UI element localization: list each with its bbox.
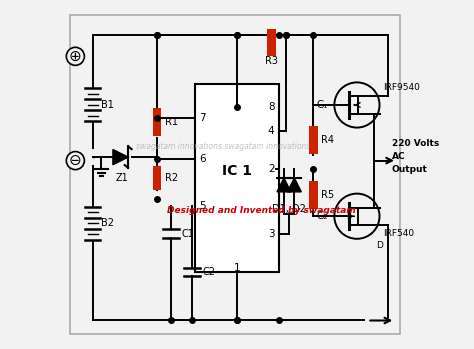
Bar — [309, 126, 318, 154]
Text: 7: 7 — [200, 113, 206, 123]
Bar — [195, 84, 279, 272]
Text: R1: R1 — [164, 117, 178, 127]
Text: R2: R2 — [164, 173, 178, 183]
Text: IRF9540: IRF9540 — [383, 83, 420, 92]
Text: C1: C1 — [182, 229, 194, 239]
Text: IRF540: IRF540 — [383, 229, 414, 238]
Bar — [153, 166, 161, 190]
Text: 2: 2 — [268, 164, 274, 173]
Text: R3: R3 — [265, 56, 278, 66]
Text: 1: 1 — [234, 263, 240, 273]
Text: 5: 5 — [200, 201, 206, 211]
Text: D: D — [376, 241, 383, 250]
Bar — [267, 29, 276, 56]
Text: 4: 4 — [268, 126, 274, 136]
Polygon shape — [277, 178, 291, 192]
Text: G₁: G₁ — [317, 100, 328, 110]
Bar — [309, 181, 318, 209]
Text: ⊕: ⊕ — [68, 47, 82, 65]
Text: 6: 6 — [200, 154, 206, 164]
Text: G₂: G₂ — [317, 211, 328, 221]
Text: R5: R5 — [321, 190, 334, 200]
Text: 220 Volts: 220 Volts — [392, 139, 439, 148]
Text: C2: C2 — [202, 267, 215, 277]
Text: B2: B2 — [101, 218, 114, 228]
Text: D1, D2: D1, D2 — [272, 204, 306, 214]
Text: Z1: Z1 — [116, 173, 128, 183]
Polygon shape — [287, 178, 301, 192]
Text: ⊖: ⊖ — [69, 153, 82, 168]
Text: 8: 8 — [268, 102, 274, 112]
Bar — [153, 109, 161, 136]
Text: B1: B1 — [101, 100, 114, 110]
Text: AC: AC — [392, 152, 405, 161]
Text: 3: 3 — [268, 229, 274, 239]
Text: ⊕: ⊕ — [69, 49, 82, 64]
Text: Output: Output — [392, 165, 428, 174]
Polygon shape — [113, 149, 128, 165]
Text: ⊖: ⊖ — [68, 151, 82, 170]
Text: R4: R4 — [321, 135, 334, 145]
Text: Designed and Invented by swagatam: Designed and Invented by swagatam — [167, 207, 356, 215]
Text: swagatam innovations swagatam innovations: swagatam innovations swagatam innovation… — [136, 142, 310, 151]
Text: IC 1: IC 1 — [222, 164, 252, 178]
